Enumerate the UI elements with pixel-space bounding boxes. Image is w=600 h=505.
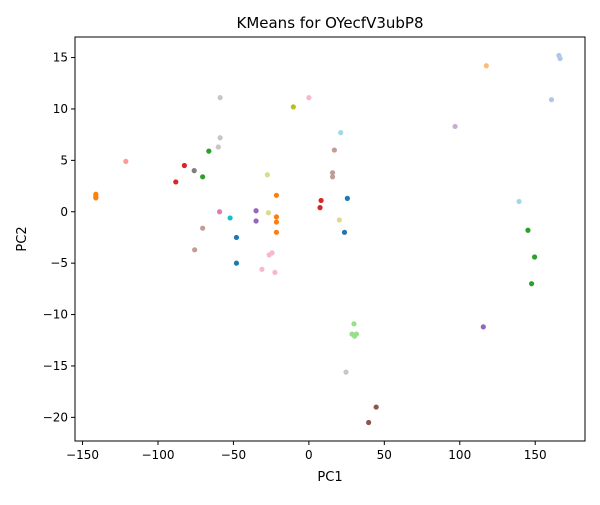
data-point-44 [353,331,360,337]
data-point-2 [93,195,99,201]
data-point-37 [338,130,344,136]
y-tick-label: −10 [43,308,68,322]
x-tick-label: −50 [221,448,246,462]
x-tick-label: 100 [448,448,471,462]
data-point-16 [233,234,240,241]
y-tick-label: −20 [43,410,68,424]
data-point-28 [269,250,275,256]
plot-area [75,37,585,441]
data-point-32 [318,197,324,204]
data-point-25 [273,229,280,235]
y-tick-label: 10 [53,102,68,116]
data-point-42 [351,321,357,327]
data-point-57 [557,55,563,62]
data-point-13 [227,215,233,221]
x-axis-label: PC1 [317,470,342,485]
data-point-24 [273,219,280,225]
data-point-10 [217,135,223,141]
x-tick-label: 0 [305,448,313,462]
y-tick-label: 15 [53,51,68,65]
x-tick-label: −100 [142,448,175,462]
y-axis-label: PC2 [15,226,30,251]
points-layer [93,52,563,426]
x-tick-label: −150 [66,448,99,462]
x-axis-ticks: −150 −100 −50 0 50 100 150 [66,441,547,462]
data-point-11 [217,95,223,101]
data-point-46 [373,404,379,410]
data-point-48 [452,123,458,130]
y-tick-label: −5 [50,256,68,270]
data-point-20 [264,172,270,178]
data-point-45 [343,369,349,375]
chart-title: KMeans for OYecfV3ubP8 [236,14,423,32]
data-point-17 [233,260,240,266]
data-point-50 [483,63,489,69]
data-point-21 [265,210,272,216]
data-point-30 [290,104,296,110]
data-point-4 [173,179,179,185]
data-point-22 [273,192,280,198]
data-point-12 [216,209,223,215]
data-point-40 [344,195,350,201]
data-point-14 [200,225,206,231]
plot-frame [74,36,586,442]
x-tick-label: 150 [524,448,547,462]
data-point-18 [253,208,259,214]
data-point-53 [532,254,538,260]
data-point-54 [528,281,535,287]
data-point-3 [123,158,129,164]
data-point-6 [191,168,197,174]
data-point-52 [525,227,531,233]
data-point-36 [331,147,337,153]
data-point-47 [366,419,372,426]
data-point-38 [336,217,342,223]
data-point-51 [516,198,522,205]
data-point-34 [329,174,336,180]
y-tick-label: −15 [43,359,68,373]
data-point-5 [181,162,187,169]
data-point-49 [480,324,486,330]
y-tick-label: 5 [60,153,68,167]
data-point-23 [273,214,280,220]
data-point-19 [253,218,259,224]
x-tick-label: 50 [377,448,392,462]
data-point-33 [317,205,323,211]
data-point-7 [200,174,206,180]
data-point-9 [215,144,221,150]
data-point-39 [341,229,348,235]
data-point-26 [259,266,265,272]
data-point-15 [192,247,198,253]
y-tick-label: 0 [60,205,68,219]
data-point-55 [548,97,555,103]
data-point-8 [206,148,212,154]
data-point-31 [306,95,312,101]
data-point-29 [272,269,278,276]
y-axis-ticks: −20 −15 −10 −5 0 5 10 15 [43,51,75,424]
data-point-35 [329,170,336,176]
